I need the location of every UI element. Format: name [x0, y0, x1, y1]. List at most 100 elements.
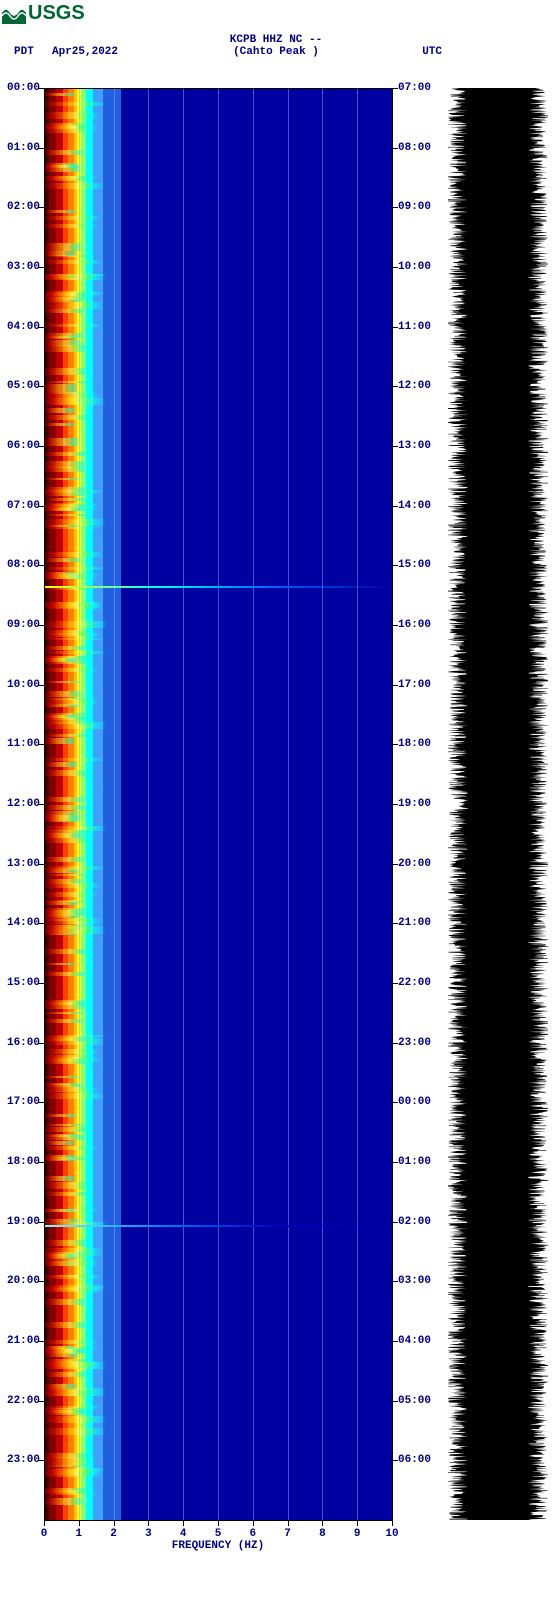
- spectral-band: [121, 88, 392, 1520]
- pdt-hour-label: 21:00: [0, 1335, 40, 1347]
- x-tick: [288, 1520, 289, 1526]
- y-tick: [392, 685, 398, 686]
- pdt-hour-label: 06:00: [0, 440, 40, 452]
- x-tick-label: 8: [319, 1528, 326, 1540]
- y-tick: [392, 327, 398, 328]
- gridline: [148, 88, 149, 1520]
- pdt-hour-label: 15:00: [0, 977, 40, 989]
- utc-hour-label: 15:00: [398, 559, 431, 571]
- gridline: [183, 88, 184, 1520]
- pdt-hour-label: 17:00: [0, 1096, 40, 1108]
- x-tick: [322, 1520, 323, 1526]
- y-tick: [392, 864, 398, 865]
- y-tick: [38, 506, 44, 507]
- utc-hour-label: 11:00: [398, 321, 431, 333]
- y-tick: [392, 1222, 398, 1223]
- gridline: [322, 88, 323, 1520]
- y-tick: [38, 744, 44, 745]
- y-tick: [38, 88, 44, 89]
- pdt-hour-label: 07:00: [0, 500, 40, 512]
- y-tick: [392, 625, 398, 626]
- utc-hour-label: 22:00: [398, 977, 431, 989]
- gridline: [114, 88, 115, 1520]
- y-tick: [392, 923, 398, 924]
- x-tick-label: 0: [41, 1528, 48, 1540]
- gridline: [357, 88, 358, 1520]
- utc-hour-label: 04:00: [398, 1335, 431, 1347]
- spectrogram-plot: [44, 88, 392, 1520]
- y-tick: [392, 386, 398, 387]
- x-tick-label: 9: [354, 1528, 361, 1540]
- utc-hour-label: 01:00: [398, 1156, 431, 1168]
- pdt-hour-label: 13:00: [0, 858, 40, 870]
- pdt-hour-label: 08:00: [0, 559, 40, 571]
- y-tick: [38, 923, 44, 924]
- y-tick: [392, 446, 398, 447]
- pdt-hour-label: 04:00: [0, 321, 40, 333]
- utc-hour-label: 18:00: [398, 738, 431, 750]
- location-line: (Cahto Peak ): [0, 46, 552, 58]
- pdt-hour-label: 01:00: [0, 142, 40, 154]
- utc-hour-label: 13:00: [398, 440, 431, 452]
- gridline: [218, 88, 219, 1520]
- y-tick: [38, 1102, 44, 1103]
- y-tick: [38, 327, 44, 328]
- pdt-hour-label: 05:00: [0, 380, 40, 392]
- y-tick: [38, 983, 44, 984]
- y-tick: [392, 1102, 398, 1103]
- x-tick: [114, 1520, 115, 1526]
- x-axis-title: FREQUENCY (HZ): [44, 1540, 392, 1552]
- x-tick: [218, 1520, 219, 1526]
- plot-border: [44, 88, 45, 1520]
- gridline: [288, 88, 289, 1520]
- y-tick: [392, 804, 398, 805]
- pdt-hour-label: 09:00: [0, 619, 40, 631]
- x-tick-label: 3: [145, 1528, 152, 1540]
- utc-hour-label: 00:00: [398, 1096, 431, 1108]
- y-tick: [38, 1162, 44, 1163]
- y-tick: [392, 1162, 398, 1163]
- pdt-hour-label: 20:00: [0, 1275, 40, 1287]
- y-tick: [392, 744, 398, 745]
- y-tick: [392, 1341, 398, 1342]
- waveform-fill: [448, 88, 548, 1520]
- pdt-hour-label: 02:00: [0, 201, 40, 213]
- utc-hour-label: 07:00: [398, 82, 431, 94]
- x-tick-label: 4: [180, 1528, 187, 1540]
- gridline: [253, 88, 254, 1520]
- pdt-hour-label: 19:00: [0, 1216, 40, 1228]
- x-tick-label: 7: [284, 1528, 291, 1540]
- y-tick: [38, 148, 44, 149]
- seismic-event: [44, 586, 392, 588]
- utc-hour-label: 03:00: [398, 1275, 431, 1287]
- utc-hour-label: 17:00: [398, 679, 431, 691]
- utc-hour-label: 10:00: [398, 261, 431, 273]
- x-tick-label: 2: [110, 1528, 117, 1540]
- pdt-hour-label: 16:00: [0, 1037, 40, 1049]
- y-tick: [38, 864, 44, 865]
- pdt-hour-label: 03:00: [0, 261, 40, 273]
- y-tick: [38, 386, 44, 387]
- y-tick: [38, 1222, 44, 1223]
- utc-hour-label: 23:00: [398, 1037, 431, 1049]
- x-tick: [253, 1520, 254, 1526]
- y-tick: [392, 983, 398, 984]
- x-tick-label: 5: [215, 1528, 222, 1540]
- y-tick: [38, 804, 44, 805]
- y-tick: [392, 506, 398, 507]
- y-tick: [38, 1043, 44, 1044]
- gridline: [79, 88, 80, 1520]
- y-tick: [392, 565, 398, 566]
- y-tick: [38, 565, 44, 566]
- pdt-hour-label: 18:00: [0, 1156, 40, 1168]
- y-tick: [38, 267, 44, 268]
- utc-hour-label: 09:00: [398, 201, 431, 213]
- tz-right: UTC: [422, 46, 442, 58]
- y-tick: [392, 267, 398, 268]
- y-tick: [392, 1401, 398, 1402]
- pdt-hour-label: 11:00: [0, 738, 40, 750]
- x-tick-label: 10: [385, 1528, 398, 1540]
- y-tick: [392, 207, 398, 208]
- y-tick: [392, 1043, 398, 1044]
- y-tick: [392, 148, 398, 149]
